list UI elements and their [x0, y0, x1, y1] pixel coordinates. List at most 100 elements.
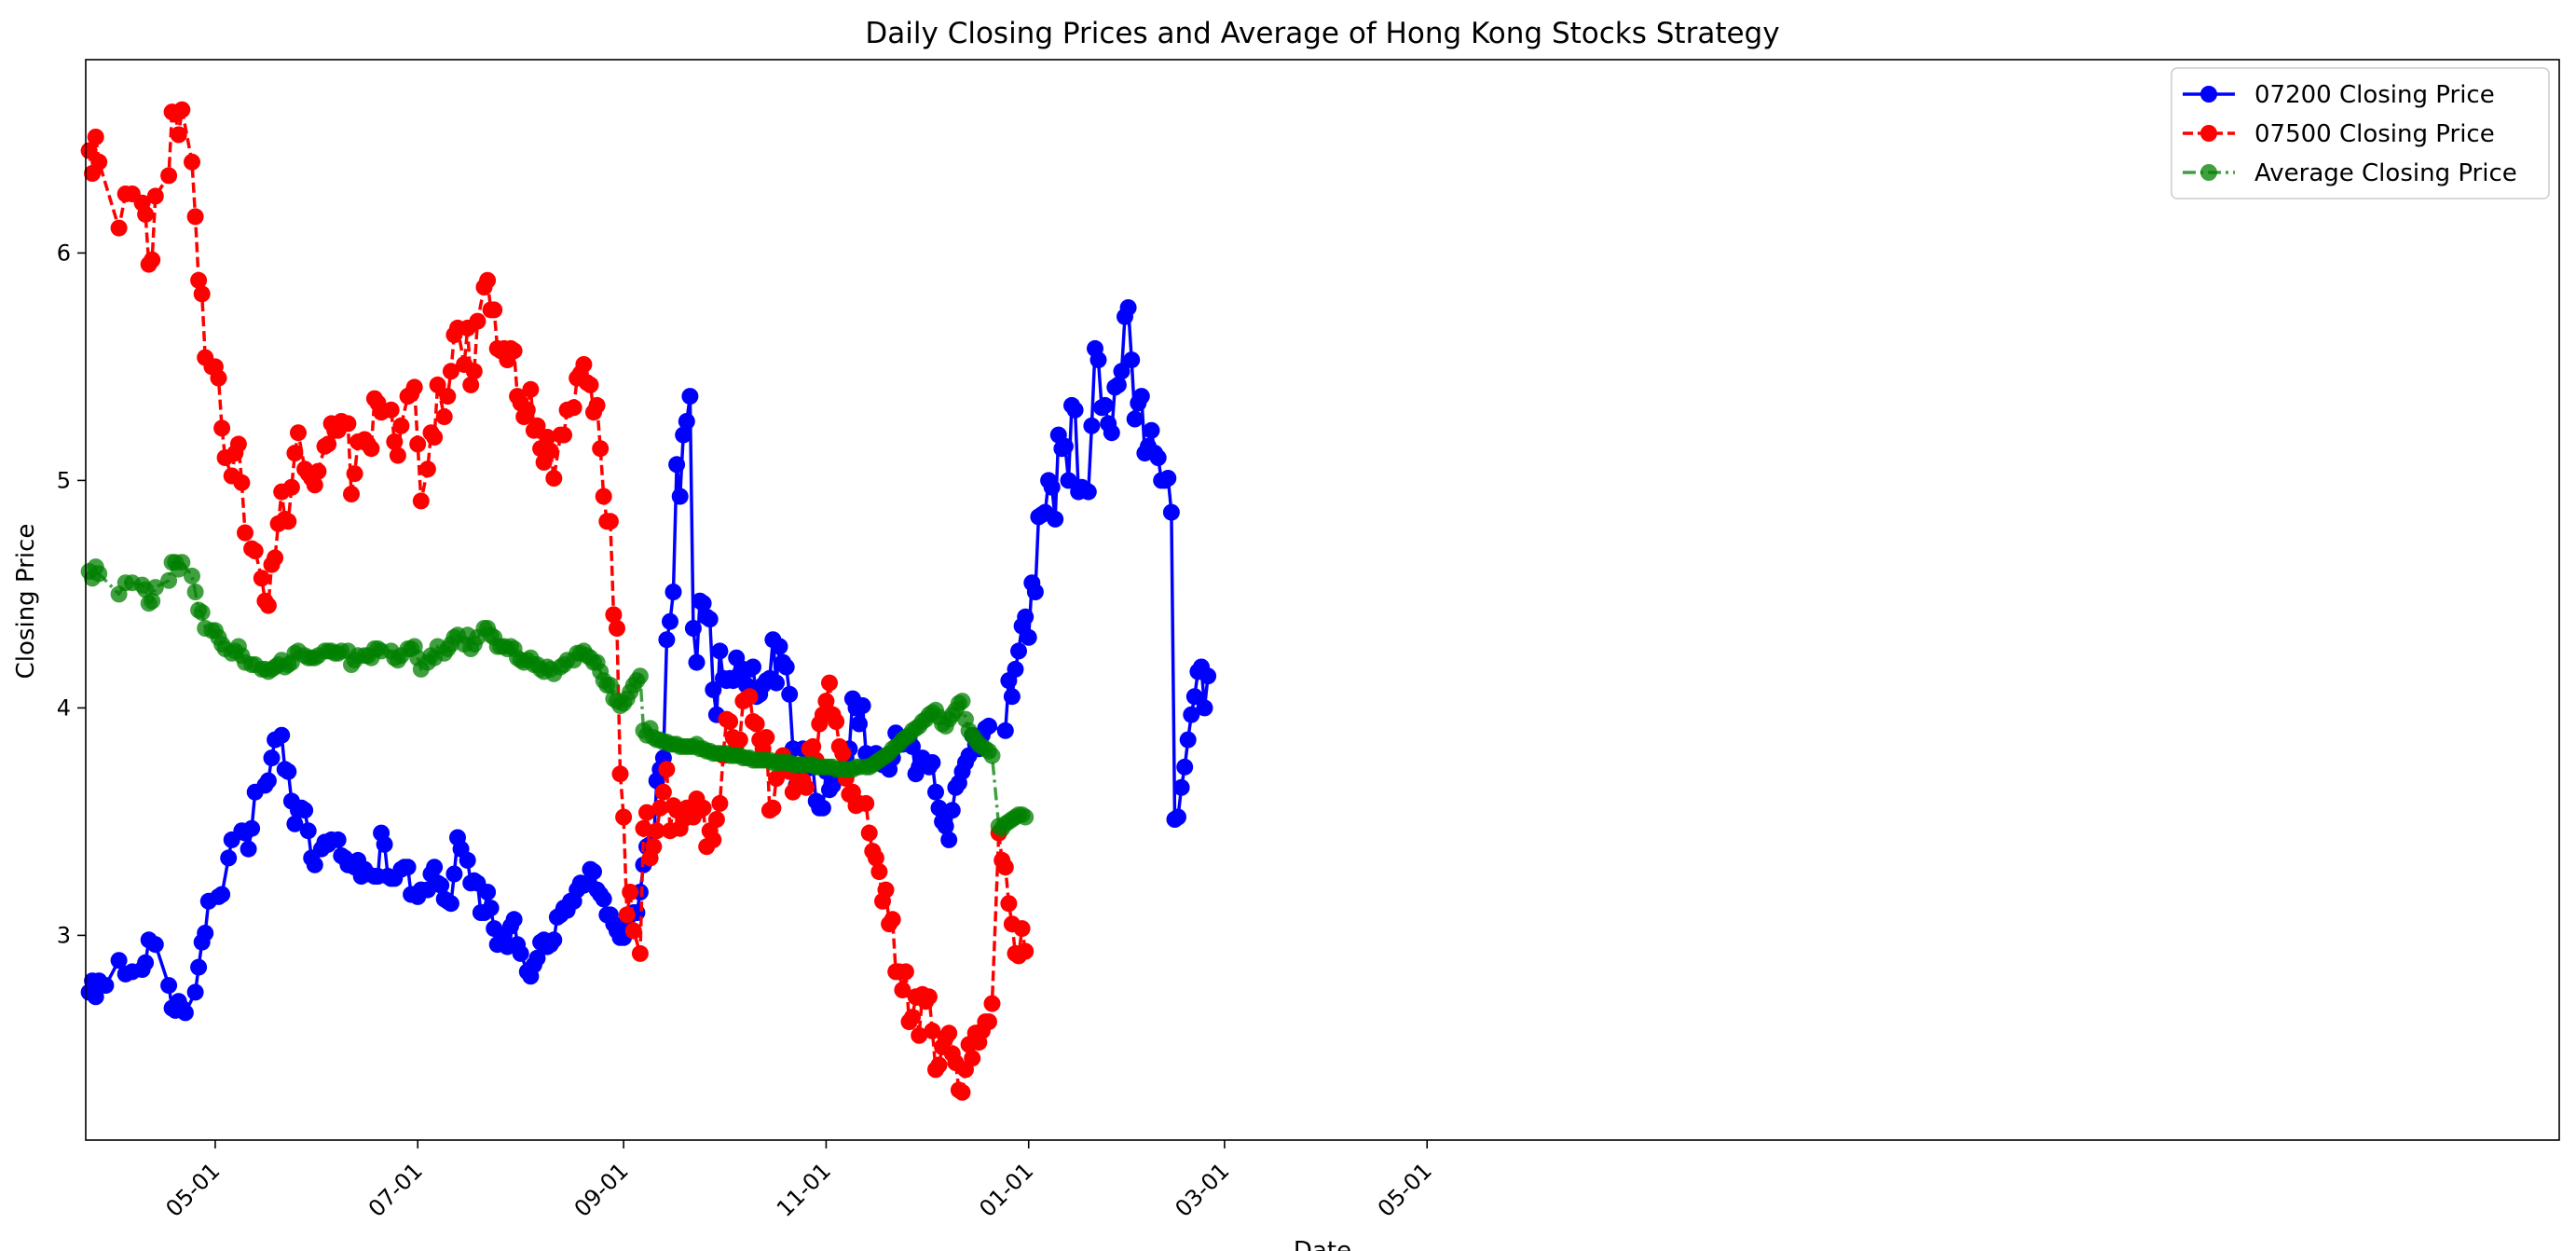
legend: 07200 Closing Price 07500 Closing Price …	[2171, 67, 2550, 199]
data-point-07500	[186, 208, 204, 226]
data-point-07200	[1132, 388, 1150, 406]
data-point-07200	[1060, 472, 1077, 489]
data-point-07500	[160, 167, 178, 185]
data-point-07200	[545, 931, 563, 949]
data-point-07500	[867, 849, 884, 867]
legend-label-07200: 07200 Closing Price	[2254, 81, 2495, 109]
data-point-07500	[1017, 942, 1035, 960]
data-point-average	[146, 579, 164, 597]
data-point-07200	[1017, 608, 1035, 626]
data-point-07200	[854, 697, 871, 714]
data-point-07500	[469, 312, 486, 330]
legend-marker-07200	[2200, 86, 2217, 103]
data-point-07500	[555, 426, 572, 444]
data-point-07200	[1126, 410, 1144, 428]
data-point-07500	[654, 783, 672, 801]
data-point-07200	[658, 631, 676, 649]
data-point-07500	[1013, 920, 1031, 938]
data-point-07500	[486, 301, 503, 319]
data-point-07200	[1176, 758, 1194, 776]
chart-title: Daily Closing Prices and Average of Hong…	[865, 17, 1779, 50]
data-point-07500	[828, 713, 845, 730]
data-point-07200	[1162, 503, 1180, 521]
data-point-07500	[518, 401, 536, 419]
data-point-07200	[927, 783, 944, 801]
data-point-07200	[1196, 699, 1213, 717]
data-point-07500	[363, 440, 380, 458]
y-axis-label: Closing Price	[12, 524, 40, 680]
data-point-07500	[635, 819, 652, 837]
data-point-07500	[618, 906, 636, 924]
data-point-07500	[343, 486, 360, 502]
legend-label-07500: 07500 Closing Price	[2254, 120, 2495, 148]
data-point-07500	[418, 461, 436, 478]
data-point-07500	[920, 988, 938, 1006]
data-point-07500	[658, 761, 676, 778]
data-point-07500	[565, 399, 582, 417]
data-point-07500	[904, 1009, 921, 1026]
data-point-07500	[588, 396, 606, 414]
data-point-07200	[197, 925, 214, 942]
data-point-07200	[176, 1004, 194, 1022]
data-point-average	[983, 747, 1001, 764]
data-point-average	[173, 554, 191, 571]
data-point-average	[193, 603, 211, 621]
data-point-07500	[894, 982, 911, 998]
data-point-07200	[694, 595, 712, 612]
data-point-07200	[528, 949, 546, 967]
data-point-07200	[1010, 642, 1027, 660]
legend-marker-07500	[2200, 125, 2217, 142]
data-point-07500	[90, 153, 108, 171]
data-point-07200	[1185, 688, 1203, 706]
data-point-07500	[290, 424, 307, 442]
data-point-07200	[1159, 470, 1177, 487]
data-point-07200	[585, 863, 602, 881]
data-point-07500	[911, 1026, 928, 1044]
data-point-07500	[817, 693, 835, 710]
legend-frame	[2171, 67, 2550, 199]
data-point-07500	[877, 881, 895, 899]
data-point-07500	[747, 715, 765, 733]
data-point-average	[144, 592, 161, 610]
data-point-07200	[1109, 376, 1127, 393]
data-point-07200	[768, 674, 785, 692]
data-point-07500	[465, 363, 483, 380]
data-point-07500	[286, 445, 304, 462]
data-point-07500	[624, 922, 642, 940]
data-point-07500	[595, 488, 612, 505]
data-point-07200	[280, 763, 297, 780]
data-point-07200	[137, 954, 155, 971]
data-point-07500	[233, 474, 251, 491]
data-point-07500	[429, 376, 446, 393]
data-point-07500	[651, 799, 669, 817]
data-point-07200	[442, 895, 459, 913]
data-point-average	[1017, 808, 1035, 826]
data-point-07500	[821, 674, 838, 692]
data-point-07500	[857, 794, 875, 812]
data-point-07200	[671, 488, 689, 505]
data-point-07200	[263, 749, 281, 767]
data-point-07200	[186, 983, 204, 1001]
data-point-07500	[798, 778, 815, 796]
data-point-average	[90, 565, 108, 583]
data-point-07500	[280, 513, 297, 530]
data-point-07200	[684, 620, 702, 637]
data-point-07500	[309, 462, 327, 480]
data-point-average	[601, 677, 619, 694]
data-point-07500	[996, 859, 1014, 876]
data-point-07200	[445, 865, 463, 883]
data-point-07200	[1170, 808, 1186, 826]
data-point-07200	[930, 799, 948, 817]
data-point-07500	[582, 376, 599, 393]
data-point-07200	[482, 900, 500, 917]
data-point-07500	[615, 808, 633, 826]
data-point-07200	[87, 988, 104, 1006]
data-point-average	[186, 584, 204, 600]
data-point-07200	[97, 977, 115, 995]
data-point-07500	[884, 911, 901, 928]
data-point-07500	[505, 342, 523, 360]
data-point-07200	[980, 717, 997, 735]
data-point-07200	[1183, 706, 1200, 723]
data-point-07500	[601, 513, 619, 530]
